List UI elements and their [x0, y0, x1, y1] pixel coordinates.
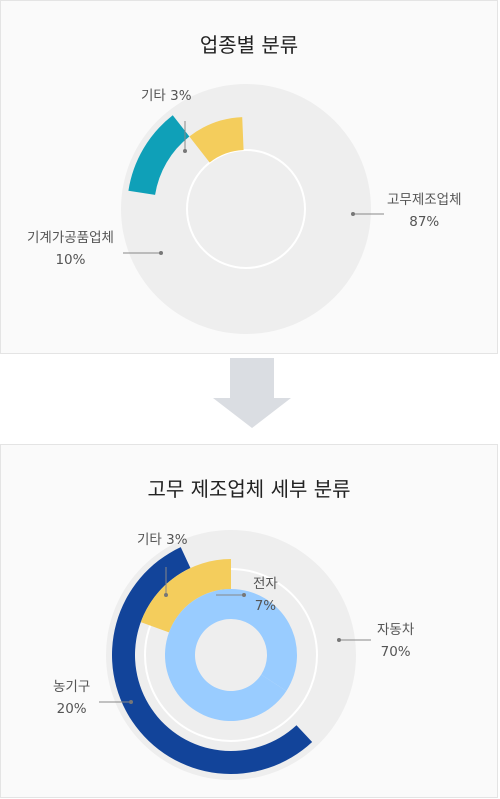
label-machining-value: 10%	[55, 252, 86, 268]
label-farm-equipment: 농기구 20%	[53, 676, 90, 720]
donut-chart-industry	[121, 84, 384, 334]
label-other: 기타 3%	[137, 529, 188, 551]
label-automobile-value: 70%	[380, 644, 411, 660]
slice-electronics-arc	[165, 589, 287, 721]
slice-other	[189, 117, 244, 163]
chart-panel-industry: 업종별 분류 기타 3% 기계가공품업체 10% 고무제조업체 87%	[0, 0, 498, 354]
other-leader-dot	[183, 149, 187, 153]
slice-farm-equipment	[112, 547, 313, 774]
donut-chart-rubber-detail	[99, 530, 371, 780]
label-automobile-name: 자동차	[377, 622, 415, 638]
down-arrow-icon	[213, 358, 291, 428]
label-other-value: 3%	[170, 88, 192, 104]
label-farm-value: 20%	[56, 701, 87, 717]
label-other-name: 기타	[141, 88, 166, 104]
label-machining-parts: 기계가공품업체 10%	[27, 227, 114, 271]
rubber-leader-dot	[351, 212, 355, 216]
chart-title: 업종별 분류	[199, 33, 299, 57]
inner-circle-outline	[186, 149, 306, 269]
label-other-value: 3%	[166, 532, 188, 548]
electronics-leader-dot	[242, 593, 246, 597]
chart-panel-rubber-detail: 고무 제조업체 세부 분류 기타 3% 전자 7% 자동차 70% 농기구 20…	[0, 444, 498, 798]
label-machining-name: 기계가공품업체	[27, 230, 114, 246]
chart-title: 고무 제조업체 세부 분류	[147, 477, 351, 501]
label-rubber-value: 87%	[409, 214, 440, 230]
label-other-name: 기타	[137, 532, 162, 548]
label-farm-name: 농기구	[53, 679, 91, 695]
farm-leader-dot	[129, 700, 133, 704]
label-rubber-manufacturer: 고무제조업체 87%	[387, 189, 462, 233]
label-electronics-value: 7%	[254, 598, 277, 614]
label-electronics-name: 전자	[253, 576, 278, 592]
slice-electronics	[231, 589, 298, 691]
label-automobile: 자동차 70%	[377, 619, 414, 663]
slice-rubber-manufacturer	[121, 84, 371, 334]
other-leader-dot	[164, 593, 168, 597]
slice-machining-parts	[128, 115, 190, 195]
slice-other	[140, 559, 231, 633]
label-rubber-name: 고무제조업체	[387, 192, 462, 208]
label-electronics: 전자 7%	[253, 573, 278, 617]
label-other: 기타 3%	[141, 85, 192, 107]
machining-leader-dot	[159, 251, 163, 255]
automobile-leader-dot	[337, 638, 341, 642]
